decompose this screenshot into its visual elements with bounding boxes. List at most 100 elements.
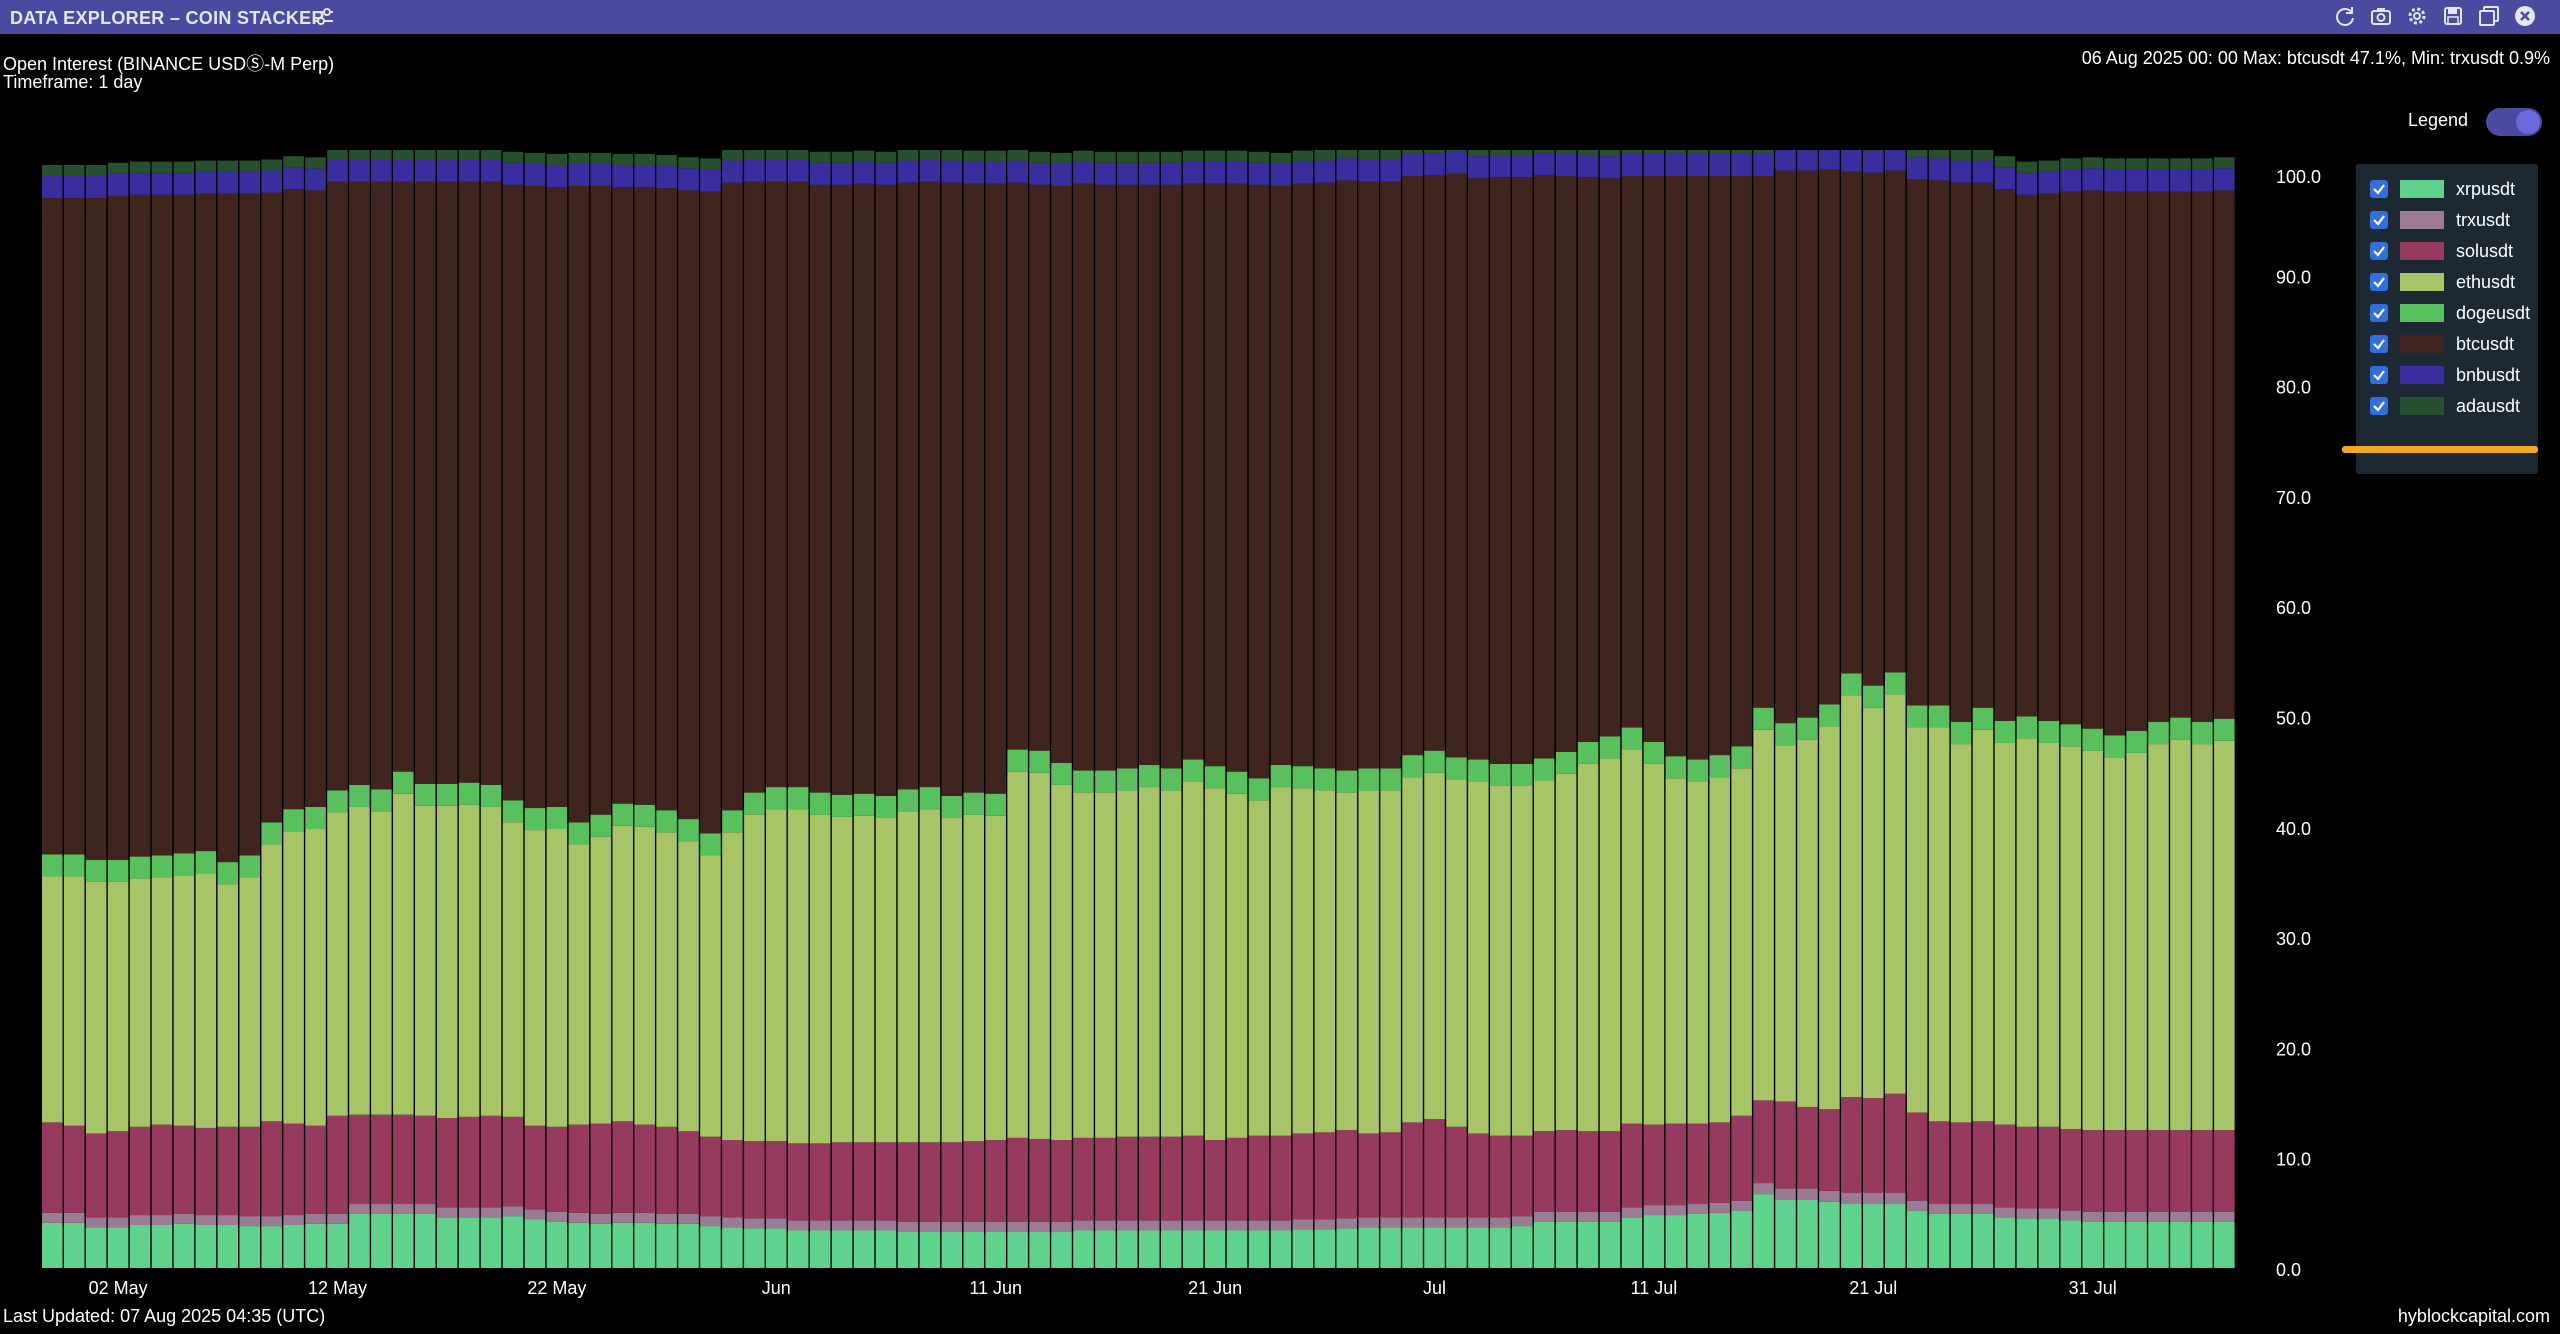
x-tick-label: 02 May bbox=[89, 1278, 148, 1298]
bar-segment-btcusdt bbox=[1007, 182, 1028, 750]
bar-segment-bnbusdt bbox=[963, 161, 985, 184]
bar-segment-solusdt bbox=[1292, 1133, 1314, 1220]
save-icon[interactable] bbox=[2442, 5, 2466, 29]
checkbox[interactable] bbox=[2370, 366, 2388, 384]
bar-segment-dogeusdt bbox=[393, 771, 414, 794]
legend-item[interactable]: trxusdt bbox=[2370, 207, 2540, 233]
bar-segment-solusdt bbox=[1402, 1122, 1423, 1218]
bar-segment-adausdt bbox=[1490, 150, 1511, 156]
bar-segment-ethusdt bbox=[1117, 790, 1138, 1137]
legend-item[interactable]: bnbusdt bbox=[2370, 362, 2540, 388]
bar-segment-btcusdt bbox=[590, 185, 612, 815]
bar-segment-ethusdt bbox=[63, 876, 85, 1126]
close-icon[interactable] bbox=[2514, 5, 2538, 29]
bar-segment-trxusdt bbox=[1336, 1218, 1357, 1229]
bar-segment-ethusdt bbox=[480, 806, 502, 1116]
bar-segment-solusdt bbox=[787, 1143, 809, 1221]
bar-segment-btcusdt bbox=[63, 198, 85, 855]
bar-segment-bnbusdt bbox=[1490, 155, 1511, 178]
bar-segment-ethusdt bbox=[1709, 777, 1730, 1123]
bar-segment-trxusdt bbox=[1863, 1193, 1884, 1205]
bar-segment-bnbusdt bbox=[1095, 162, 1116, 185]
legend-item[interactable]: adausdt bbox=[2370, 393, 2540, 419]
legend-item[interactable]: ethusdt bbox=[2370, 269, 2540, 295]
bar-segment-dogeusdt bbox=[1073, 770, 1094, 793]
camera-icon[interactable] bbox=[2370, 5, 2394, 29]
bar-segment-dogeusdt bbox=[261, 822, 282, 845]
bar-segment-adausdt bbox=[1380, 150, 1401, 160]
sliders-icon[interactable] bbox=[313, 6, 335, 33]
bar-segment-btcusdt bbox=[1511, 177, 1533, 764]
legend-item[interactable]: dogeusdt bbox=[2370, 300, 2540, 326]
bar-segment-xrpusdt bbox=[1007, 1231, 1028, 1268]
bar-segment-adausdt bbox=[941, 150, 963, 161]
gear-icon[interactable] bbox=[2406, 5, 2430, 29]
checkbox[interactable] bbox=[2370, 211, 2388, 229]
bar-segment-btcusdt bbox=[327, 181, 348, 791]
bar-segment-ethusdt bbox=[2104, 757, 2125, 1131]
bar-segment-solusdt bbox=[634, 1124, 655, 1213]
bar-segment-btcusdt bbox=[1160, 184, 1182, 769]
checkbox[interactable] bbox=[2370, 242, 2388, 260]
copy-icon[interactable] bbox=[2478, 5, 2502, 29]
bar-segment-xrpusdt bbox=[107, 1227, 129, 1268]
checkbox[interactable] bbox=[2370, 180, 2388, 198]
bar-segment-ethusdt bbox=[1314, 790, 1336, 1133]
bar-segment-xrpusdt bbox=[963, 1231, 985, 1268]
bar-segment-btcusdt bbox=[787, 181, 809, 788]
bar-segment-trxusdt bbox=[63, 1212, 85, 1223]
bar-segment-ethusdt bbox=[568, 844, 590, 1125]
legend-scrollbar[interactable] bbox=[2342, 446, 2538, 453]
bar-segment-bnbusdt bbox=[919, 159, 941, 182]
bar-segment-bnbusdt bbox=[239, 171, 260, 194]
bar-segment-xrpusdt bbox=[1577, 1221, 1599, 1268]
bar-segment-adausdt bbox=[2126, 158, 2147, 170]
bar-segment-ethusdt bbox=[524, 830, 546, 1126]
bar-segment-btcusdt bbox=[85, 198, 107, 860]
bar-segment-ethusdt bbox=[744, 814, 765, 1142]
bar-segment-adausdt bbox=[1029, 151, 1050, 163]
bar-segment-xrpusdt bbox=[63, 1222, 85, 1268]
bar-segment-trxusdt bbox=[1577, 1211, 1599, 1222]
checkbox[interactable] bbox=[2370, 273, 2388, 291]
bar-segment-ethusdt bbox=[919, 809, 941, 1143]
bar-segment-adausdt bbox=[590, 152, 612, 164]
bar-segment-xrpusdt bbox=[1226, 1230, 1248, 1268]
bar-segment-xrpusdt bbox=[766, 1228, 787, 1268]
legend-item[interactable]: solusdt bbox=[2370, 238, 2540, 264]
bar-segment-ethusdt bbox=[809, 814, 831, 1144]
refresh-icon[interactable] bbox=[2334, 5, 2358, 29]
bar-segment-trxusdt bbox=[42, 1212, 63, 1223]
checkbox[interactable] bbox=[2370, 335, 2388, 353]
bar-segment-dogeusdt bbox=[436, 783, 458, 806]
bar-segment-btcusdt bbox=[1204, 183, 1226, 767]
bar-segment-bnbusdt bbox=[612, 165, 633, 188]
bar-segment-ethusdt bbox=[700, 855, 721, 1137]
bar-segment-dogeusdt bbox=[1775, 723, 1796, 746]
bar-segment-solusdt bbox=[1577, 1131, 1599, 1212]
checkbox[interactable] bbox=[2370, 304, 2388, 322]
bar-segment-ethusdt bbox=[151, 877, 173, 1125]
legend-item[interactable]: btcusdt bbox=[2370, 331, 2540, 357]
bar-segment-adausdt bbox=[393, 150, 414, 160]
bar-segment-btcusdt bbox=[1533, 174, 1555, 759]
bar-segment-ethusdt bbox=[1753, 729, 1774, 1101]
checkbox[interactable] bbox=[2370, 397, 2388, 415]
bar-segment-ethusdt bbox=[590, 836, 612, 1124]
legend-toggle[interactable] bbox=[2486, 108, 2542, 136]
bar-segment-dogeusdt bbox=[2170, 717, 2191, 740]
bar-segment-bnbusdt bbox=[414, 159, 436, 182]
bar-segment-trxusdt bbox=[480, 1207, 502, 1218]
bar-segment-solusdt bbox=[327, 1115, 348, 1214]
bar-segment-adausdt bbox=[173, 161, 195, 173]
bar-segment-btcusdt bbox=[1117, 184, 1138, 769]
bar-segment-btcusdt bbox=[1248, 184, 1270, 779]
bar-segment-ethusdt bbox=[1577, 763, 1599, 1132]
bar-segment-bnbusdt bbox=[985, 161, 1006, 184]
bar-segment-dogeusdt bbox=[151, 855, 173, 878]
bar-segment-ethusdt bbox=[897, 811, 919, 1143]
bar-segment-btcusdt bbox=[1073, 183, 1094, 771]
bar-segment-dogeusdt bbox=[1446, 757, 1467, 780]
legend-item[interactable]: xrpusdt bbox=[2370, 176, 2540, 202]
bar-segment-adausdt bbox=[1599, 150, 1621, 157]
